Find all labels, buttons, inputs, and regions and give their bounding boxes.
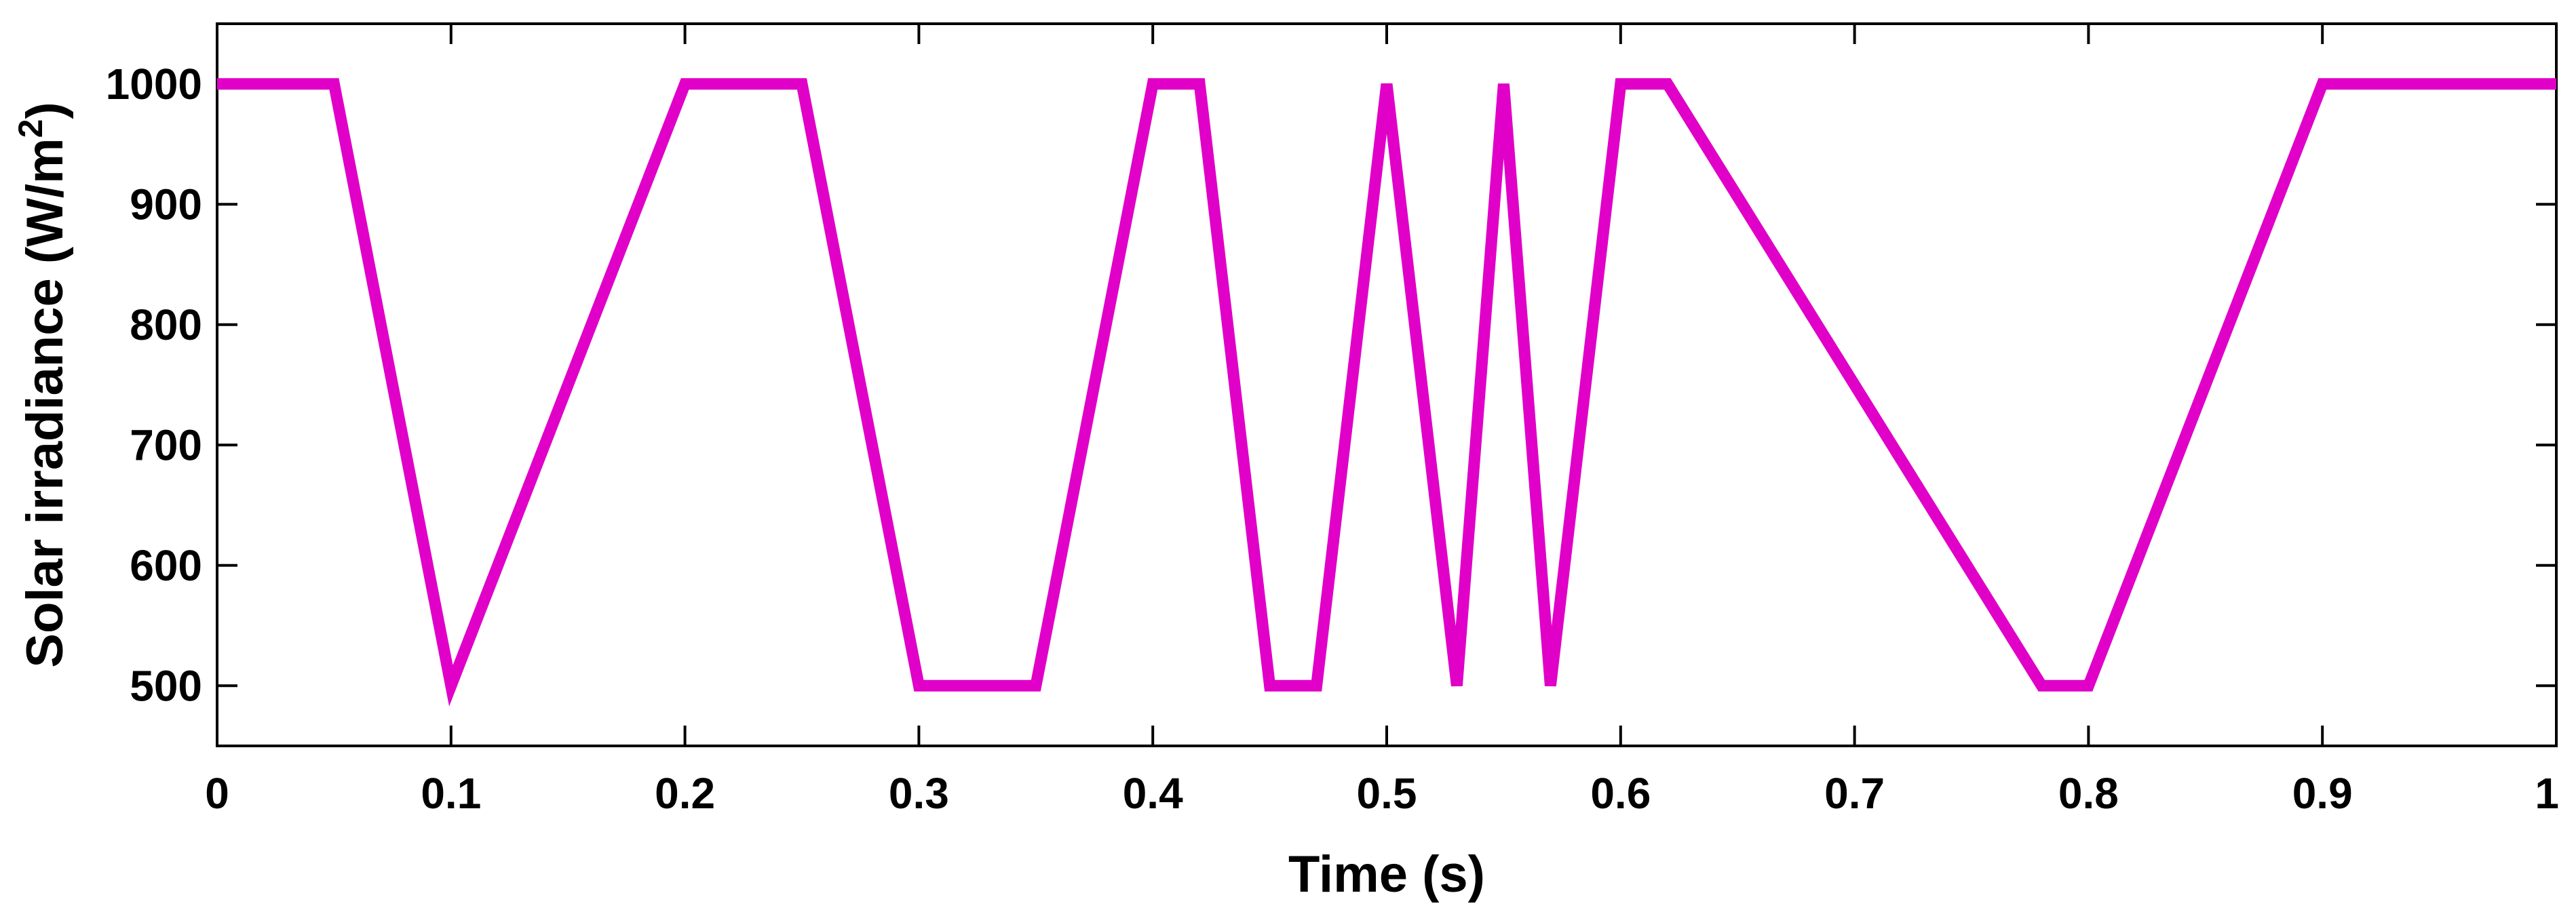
y-axis-ticks: 500 600 700 800 900 1000: [106, 60, 2556, 710]
y-axis-title-main: Solar irradiance (W/m: [16, 138, 74, 667]
x-axis-title: Time (s): [1288, 846, 1485, 903]
y-tick-label: 900: [130, 180, 202, 229]
x-tick-label: 0.6: [1590, 769, 1651, 818]
y-tick-label: 800: [130, 300, 202, 349]
x-tick-label: 0.2: [655, 769, 715, 818]
x-tick-label: 0.5: [1357, 769, 1417, 818]
x-tick-label: 0.8: [2058, 769, 2119, 818]
x-tick-label: 0.1: [421, 769, 481, 818]
x-tick-label: 0.9: [2292, 769, 2353, 818]
y-axis-title: Solar irradiance (W/m2): [12, 102, 74, 667]
y-axis-title-tail: ): [16, 102, 74, 119]
x-tick-label: 0.7: [1824, 769, 1885, 818]
y-axis-title-superscript: 2: [12, 119, 50, 138]
y-tick-label: 600: [130, 541, 202, 590]
y-tick-label: 700: [130, 420, 202, 469]
y-tick-label: 1000: [106, 60, 202, 108]
x-tick-label: 0.3: [889, 769, 949, 818]
x-tick-label: 1: [2535, 769, 2559, 818]
y-tick-label: 500: [130, 661, 202, 710]
x-tick-label: 0: [205, 769, 229, 818]
series-line-irradiance: [217, 78, 2556, 707]
x-tick-label: 0.4: [1123, 769, 1183, 818]
x-axis-ticks: 0 0.1 0.2 0.3 0.4 0.5 0.6 0.7 0.8 0.9 1: [205, 24, 2559, 818]
